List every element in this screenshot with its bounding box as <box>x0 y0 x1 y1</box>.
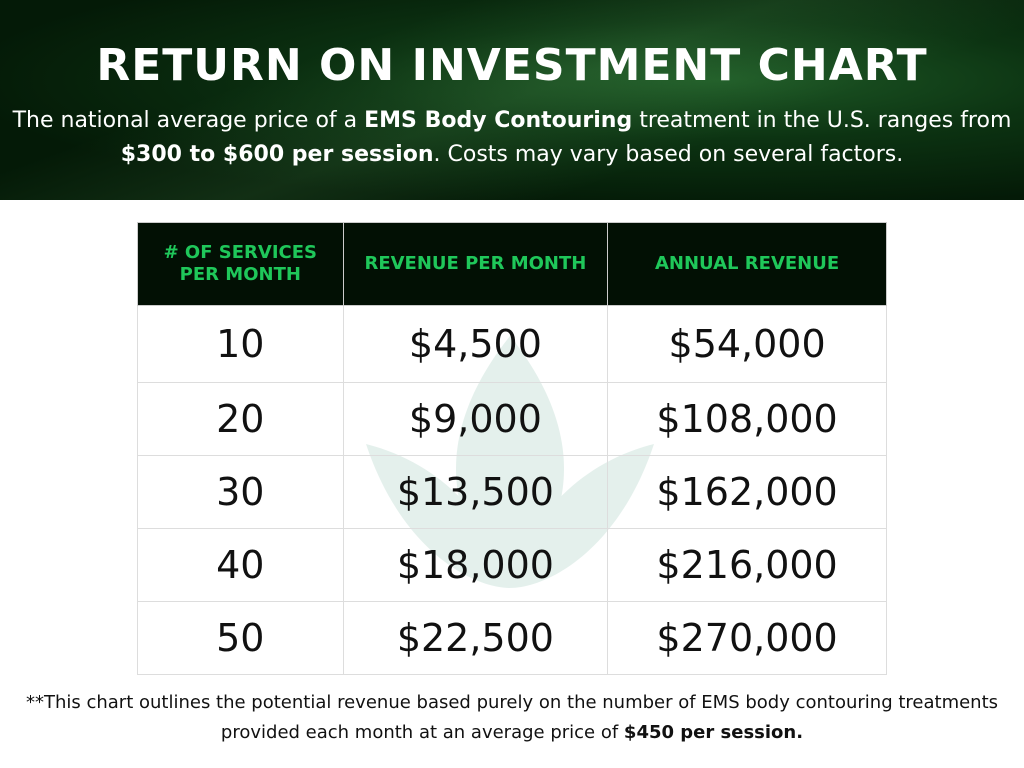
services-cell: 40 <box>137 528 344 602</box>
table-row: 30 $13,500 $162,000 <box>137 455 887 529</box>
services-cell: 10 <box>137 305 344 383</box>
table-row: 20 $9,000 $108,000 <box>137 382 887 456</box>
table-row: 50 $22,500 $270,000 <box>137 601 887 675</box>
monthly-revenue-cell: $13,500 <box>342 455 609 529</box>
table-row: 10 $4,500 $54,000 <box>137 305 887 383</box>
page-subtitle: The national average price of a EMS Body… <box>12 108 1012 167</box>
column-header-services: # OF SERVICES PER MONTH <box>137 222 344 306</box>
roi-table: # OF SERVICES PER MONTH REVENUE PER MONT… <box>137 222 887 675</box>
monthly-revenue-cell: $9,000 <box>342 382 609 456</box>
footnote: **This chart outlines the potential reve… <box>25 692 999 743</box>
annual-revenue-cell: $54,000 <box>607 305 887 383</box>
annual-revenue-cell: $108,000 <box>607 382 887 456</box>
monthly-revenue-cell: $22,500 <box>342 601 609 675</box>
column-header-monthly-revenue: REVENUE PER MONTH <box>342 222 609 306</box>
page-title: RETURN ON INVESTMENT CHART <box>96 40 928 91</box>
monthly-revenue-cell: $4,500 <box>342 305 609 383</box>
services-cell: 50 <box>137 601 344 675</box>
annual-revenue-cell: $270,000 <box>607 601 887 675</box>
annual-revenue-cell: $162,000 <box>607 455 887 529</box>
header-banner <box>0 0 1024 200</box>
monthly-revenue-cell: $18,000 <box>342 528 609 602</box>
table-row: 40 $18,000 $216,000 <box>137 528 887 602</box>
services-cell: 30 <box>137 455 344 529</box>
services-cell: 20 <box>137 382 344 456</box>
annual-revenue-cell: $216,000 <box>607 528 887 602</box>
column-header-annual-revenue: ANNUAL REVENUE <box>607 222 887 306</box>
